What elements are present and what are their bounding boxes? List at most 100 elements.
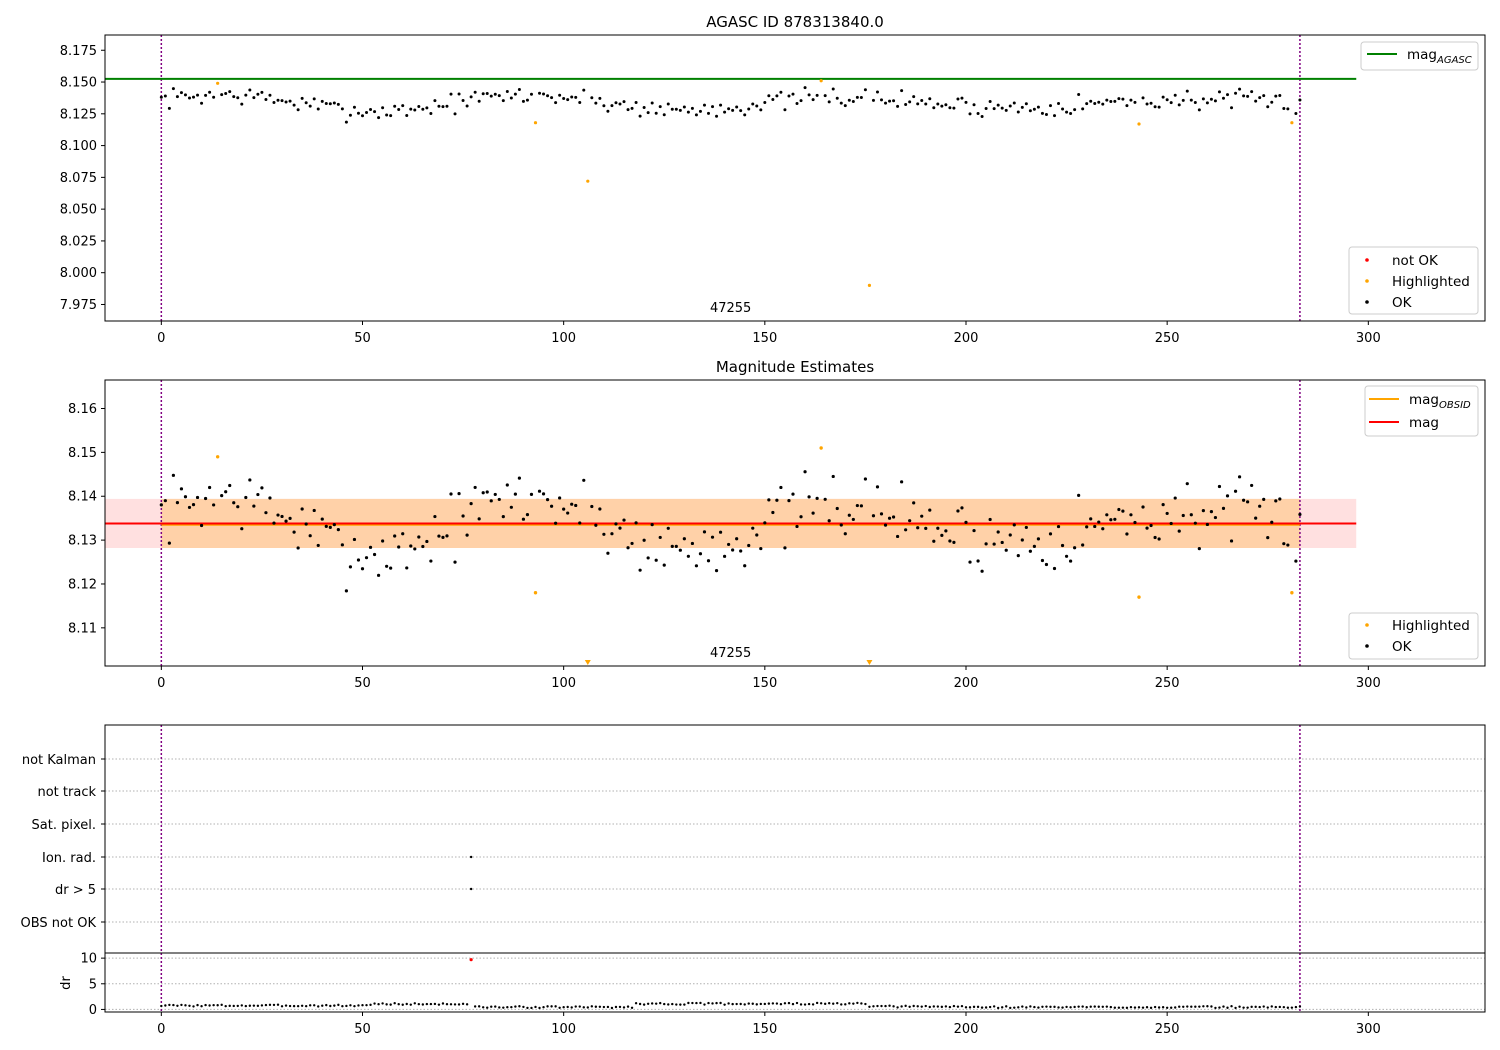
ok-point (996, 530, 1000, 534)
ok-point (1028, 109, 1032, 113)
dr-point (1298, 1005, 1302, 1008)
ok-point (1020, 105, 1024, 109)
ok-point (473, 485, 477, 490)
dr-point (381, 1002, 384, 1005)
dr-point (433, 1002, 437, 1006)
dr-point (292, 1004, 296, 1008)
legend-point-swatch (1365, 623, 1369, 627)
ok-point (1173, 93, 1177, 97)
ok-point (1032, 544, 1036, 548)
ok-point (887, 516, 892, 520)
ok-point (1040, 558, 1045, 563)
dr-point (393, 1002, 396, 1005)
ok-point (964, 520, 968, 524)
ok-point (1048, 104, 1052, 108)
dr-point (1049, 1005, 1052, 1009)
ok-point (562, 96, 566, 100)
dr-point (763, 1002, 767, 1006)
ok-point (719, 103, 723, 107)
dr-point (848, 1002, 851, 1005)
dr-point (727, 1002, 730, 1005)
ok-point (336, 102, 340, 106)
ok-point (485, 92, 489, 96)
legend-lines: magOBSID mag (1364, 385, 1479, 437)
ok-point (300, 96, 304, 100)
dr-point (1137, 1006, 1141, 1009)
ok-point (1073, 108, 1077, 112)
ok-point (1036, 105, 1040, 109)
ok-point (558, 93, 562, 97)
ok-point (896, 104, 900, 108)
ok-point (980, 114, 984, 118)
ok-point (908, 100, 912, 104)
ok-point (606, 551, 610, 555)
ok-point (694, 113, 698, 117)
ok-point (252, 504, 256, 508)
dr-point (695, 1001, 698, 1005)
ok-point (220, 494, 224, 498)
ok-point (457, 92, 461, 96)
x-tick-label: 100 (551, 331, 576, 346)
dr-point (1190, 1005, 1193, 1008)
dr-point (650, 1002, 654, 1005)
ok-point (1085, 102, 1089, 106)
dr-point (550, 1005, 553, 1008)
dr-point (284, 1004, 288, 1007)
ok-point (200, 101, 204, 105)
ok-point (204, 93, 208, 97)
dr-point (1174, 1006, 1177, 1009)
dr-point (1129, 1005, 1133, 1009)
legend-box (1360, 41, 1479, 71)
ok-point (328, 525, 332, 529)
legend-point-label: OK (1392, 295, 1413, 311)
dr-point (1001, 1006, 1004, 1009)
ok-point (574, 95, 578, 99)
legend-box (1348, 246, 1479, 315)
dr-point (518, 1005, 521, 1008)
ok-point (924, 102, 928, 106)
ok-point (192, 95, 196, 99)
ok-point (1229, 539, 1234, 543)
ok-point (393, 534, 397, 538)
dr-point (212, 1003, 215, 1007)
dr-point (679, 1003, 682, 1006)
ok-point (1101, 102, 1105, 106)
ok-point (336, 528, 340, 532)
ok-point (944, 103, 948, 107)
dr-point (775, 1002, 779, 1005)
legend-points: Highlighted OK (1348, 612, 1479, 660)
ok-point (912, 501, 916, 505)
ok-point (465, 533, 469, 537)
ok-point (1181, 98, 1185, 102)
ok-point (1193, 521, 1197, 525)
dr-point (638, 1002, 642, 1006)
ok-point (843, 532, 847, 536)
ok-point (477, 517, 481, 521)
ok-point (992, 542, 996, 546)
dr-point (747, 1002, 750, 1005)
dr-point (659, 1001, 662, 1005)
dr-point (610, 1006, 614, 1010)
ok-point (179, 91, 183, 95)
ok-point (521, 517, 526, 521)
ok-point (288, 99, 292, 103)
dr-point (920, 1005, 923, 1008)
y-tick-label: 8.11 (68, 621, 97, 636)
ok-point (554, 521, 558, 525)
dr-point (771, 1002, 775, 1005)
ok-point (268, 496, 272, 500)
dr-point (663, 1002, 666, 1006)
ok-point (698, 109, 702, 113)
ok-point (369, 108, 373, 112)
dr-point (248, 1004, 252, 1007)
dr-point (860, 1002, 863, 1005)
ok-point (537, 489, 542, 493)
dr-point (321, 1004, 324, 1007)
ok-point (1237, 475, 1242, 479)
dr-point (864, 1002, 867, 1006)
dr-point (429, 1002, 433, 1006)
flag-category-label: not Kalman (22, 753, 96, 768)
dr-point (401, 1003, 404, 1006)
ok-point (678, 108, 682, 112)
off-scale-marker (584, 660, 591, 665)
